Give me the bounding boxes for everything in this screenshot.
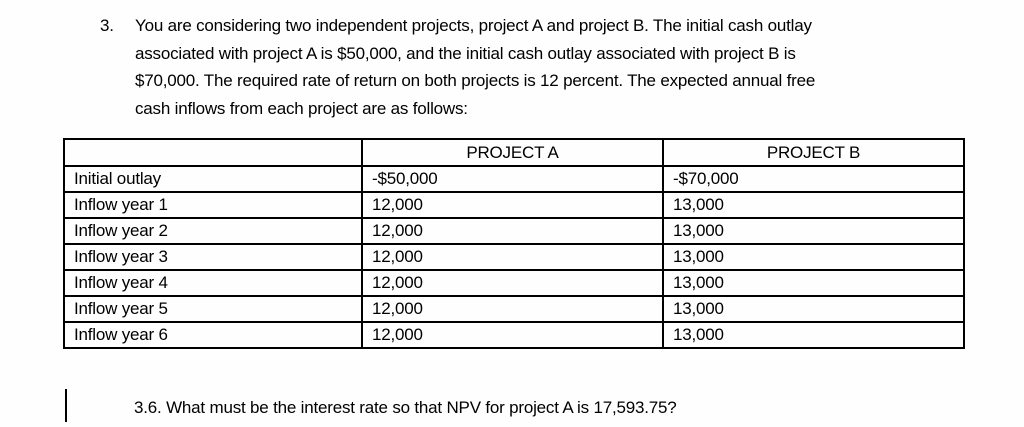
project-a-value: 12,000 <box>361 217 664 245</box>
project-b-value: 13,000 <box>662 243 965 271</box>
project-a-value: 12,000 <box>361 269 664 297</box>
paragraph-line: $70,000. The required rate of return on … <box>135 71 816 90</box>
row-label: Inflow year 5 <box>63 295 363 323</box>
header-blank-cell <box>63 138 363 167</box>
project-b-value: -$70,000 <box>662 165 965 193</box>
paragraph-line: You are considering two independent proj… <box>135 16 812 35</box>
problem-text: You are considering two independent proj… <box>135 12 815 122</box>
row-label: Inflow year 2 <box>63 217 363 245</box>
project-b-value: 13,000 <box>662 269 965 297</box>
project-a-value: 12,000 <box>361 321 664 349</box>
project-a-value: -$50,000 <box>361 165 664 193</box>
problem-statement: 3. You are considering two independent p… <box>100 12 815 122</box>
row-label: Inflow year 4 <box>63 269 363 297</box>
header-project-a: PROJECT A <box>361 138 664 167</box>
table-row: Initial outlay -$50,000 -$70,000 <box>63 165 965 193</box>
row-label: Inflow year 6 <box>63 321 363 349</box>
sub-question-3-6: 3.6. What must be the interest rate so t… <box>134 398 677 417</box>
margin-change-bar <box>65 389 67 422</box>
table-row: Inflow year 3 12,000 13,000 <box>63 243 965 271</box>
row-label: Initial outlay <box>63 165 363 193</box>
paragraph-line: cash inflows from each project are as fo… <box>135 98 468 118</box>
project-a-value: 12,000 <box>361 295 664 323</box>
header-project-b: PROJECT B <box>662 138 965 167</box>
project-b-value: 13,000 <box>662 217 965 245</box>
project-b-value: 13,000 <box>662 295 965 323</box>
row-label: Inflow year 1 <box>63 191 363 219</box>
table-row: Inflow year 4 12,000 13,000 <box>63 269 965 297</box>
table-row: Inflow year 1 12,000 13,000 <box>63 191 965 219</box>
row-label: Inflow year 3 <box>63 243 363 271</box>
project-a-value: 12,000 <box>361 243 664 271</box>
problem-number: 3. <box>100 16 114 35</box>
project-b-value: 13,000 <box>662 191 965 219</box>
table-header-row: PROJECT A PROJECT B <box>63 138 965 167</box>
project-b-value: 13,000 <box>662 321 965 349</box>
table-row: Inflow year 2 12,000 13,000 <box>63 217 965 245</box>
paragraph-line: associated with project A is $50,000, an… <box>135 43 796 63</box>
table-row: Inflow year 5 12,000 13,000 <box>63 295 965 323</box>
project-a-value: 12,000 <box>361 191 664 219</box>
cashflow-table: PROJECT A PROJECT B Initial outlay -$50,… <box>63 138 965 349</box>
table-row: Inflow year 6 12,000 13,000 <box>63 321 965 349</box>
